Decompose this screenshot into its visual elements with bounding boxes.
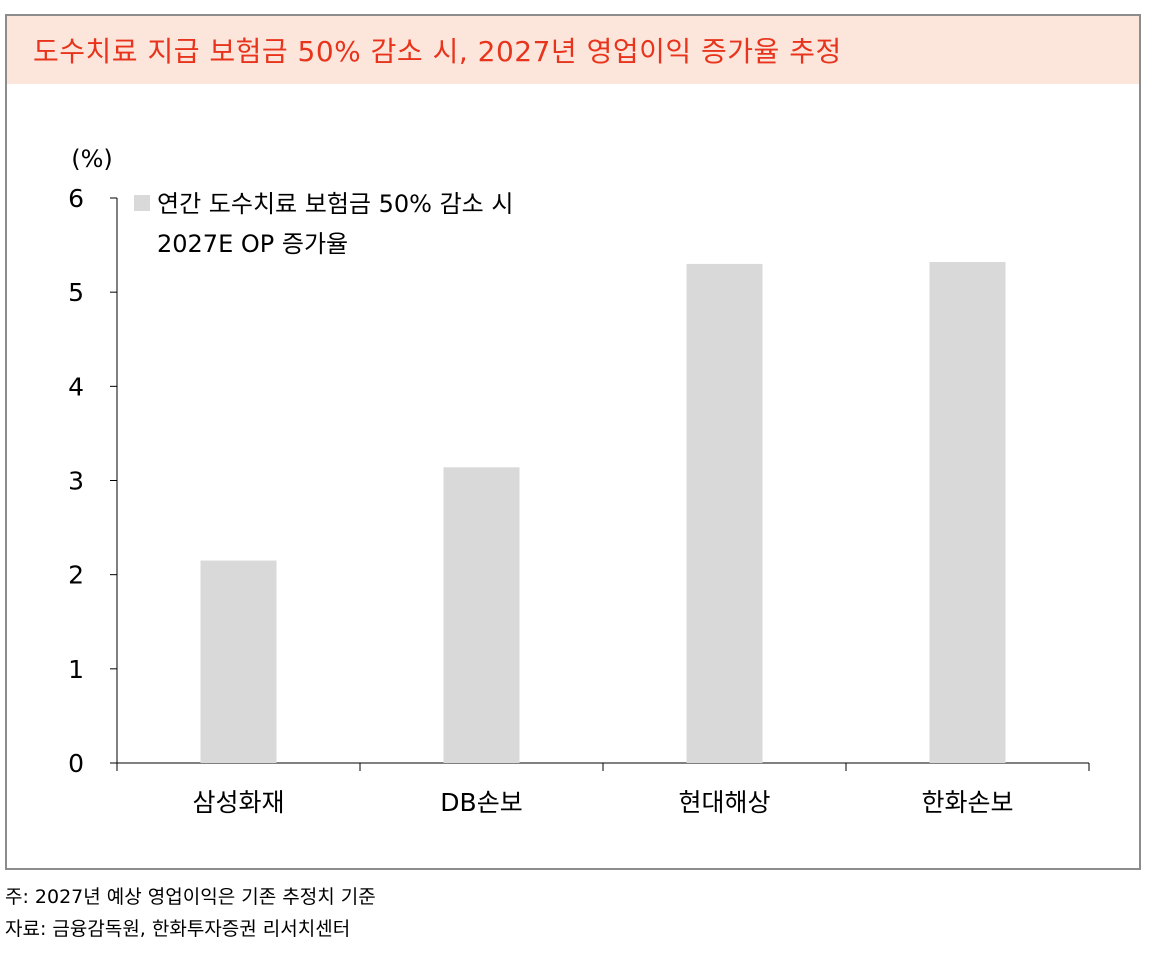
- bar-4: [929, 262, 1006, 763]
- x-tick-label: 한화손보: [921, 788, 1013, 817]
- bar-1: [200, 560, 277, 763]
- bars: [200, 262, 1006, 763]
- legend: 연간 도수치료 보험금 50% 감소 시 2027E OP 증가율: [134, 190, 513, 258]
- bar-3: [686, 263, 763, 763]
- legend-label: 연간 도수치료 보험금 50% 감소 시: [157, 190, 513, 218]
- footnote: 주: 2027년 예상 영업이익은 기존 추정치 기준: [5, 886, 376, 908]
- y-unit-label: (%): [71, 145, 113, 173]
- chart-title: 도수치료 지급 보험금 50% 감소 시, 2027년 영업이익 증가율 추정: [33, 35, 842, 68]
- y-tick-label: 5: [68, 278, 84, 307]
- axes: (%) 0 1 2 3 4 5 6 삼성화재 DB손보 현대해상 한화손보: [68, 145, 1090, 817]
- x-tick-label: DB손보: [440, 788, 522, 817]
- y-tick-label: 0: [68, 749, 84, 778]
- y-tick-label: 6: [68, 184, 84, 213]
- legend-swatch: [134, 195, 150, 211]
- y-tick-label: 1: [68, 655, 84, 684]
- y-tick-label: 2: [68, 561, 84, 590]
- legend-label: 2027E OP 증가율: [157, 230, 348, 258]
- bar-2: [443, 467, 520, 763]
- source-note: 자료: 금융감독원, 한화투자증권 리서치센터: [5, 918, 351, 940]
- x-tick-label: 삼성화재: [192, 788, 284, 817]
- x-tick-label: 현대해상: [678, 788, 770, 817]
- title-bar: 도수치료 지급 보험금 50% 감소 시, 2027년 영업이익 증가율 추정: [7, 16, 1139, 84]
- y-tick-label: 3: [68, 467, 84, 496]
- y-tick-label: 4: [68, 372, 84, 401]
